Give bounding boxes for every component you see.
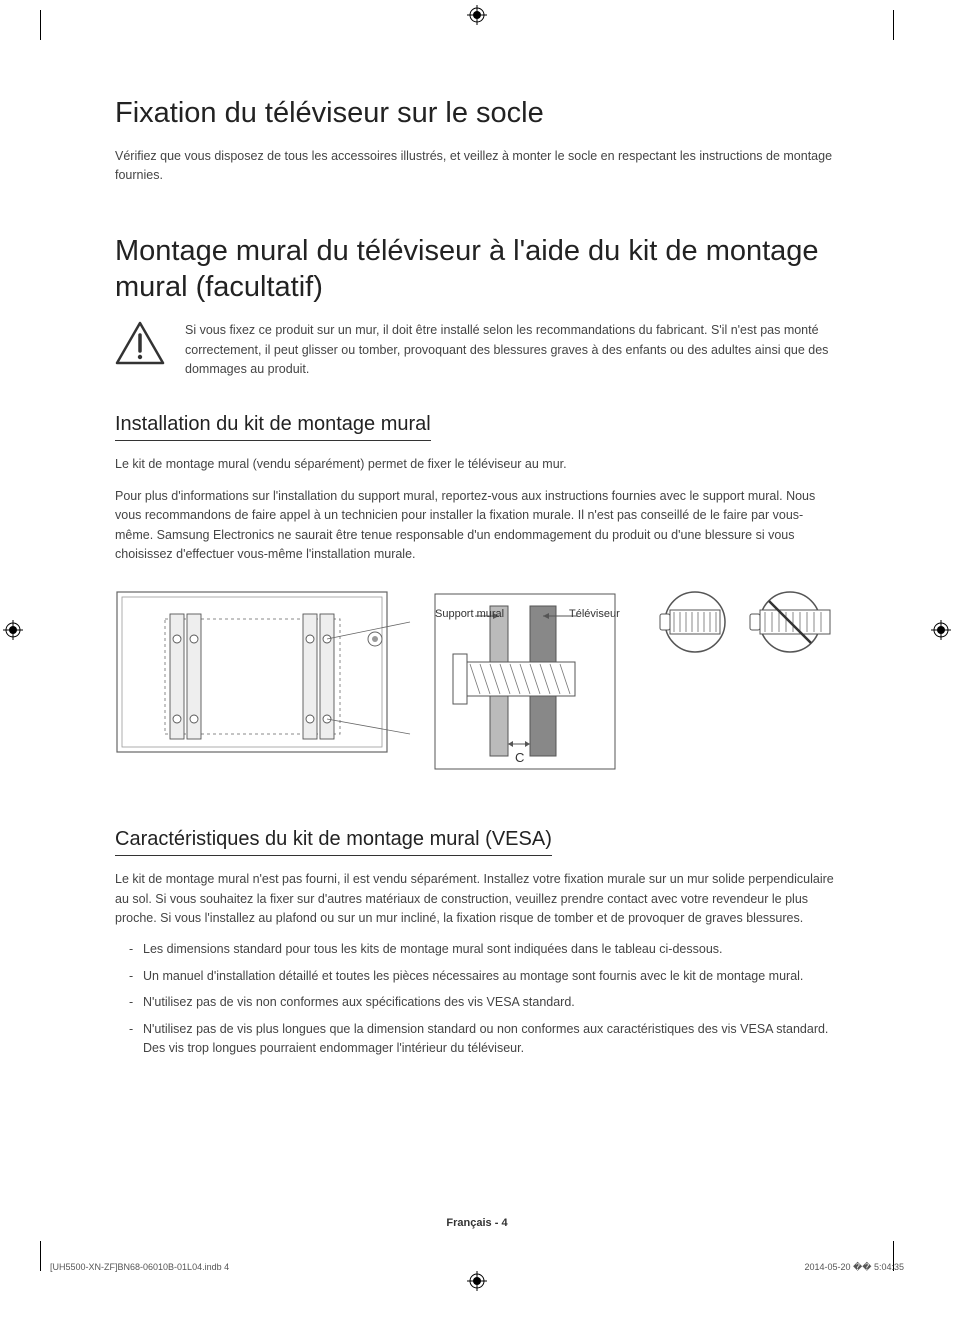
section4-list: Les dimensions standard pour tous les ki… <box>115 940 840 1058</box>
section3-p2: Pour plus d'informations sur l'installat… <box>115 487 840 565</box>
warning-block: Si vous fixez ce produit sur un mur, il … <box>115 321 840 379</box>
list-item: Les dimensions standard pour tous les ki… <box>129 940 840 959</box>
section1-title: Fixation du téléviseur sur le socle <box>115 95 840 131</box>
section3-p1: Le kit de montage mural (vendu séparémen… <box>115 455 840 474</box>
list-item: N'utilisez pas de vis non conformes aux … <box>129 993 840 1012</box>
section3-title: Installation du kit de montage mural <box>115 413 431 441</box>
imprint-right: 2014-05-20 �� 5:04:35 <box>804 1262 904 1273</box>
section4-p1: Le kit de montage mural n'est pas fourni… <box>115 870 840 928</box>
crop-mark <box>40 1241 41 1271</box>
crop-mark <box>893 10 894 40</box>
diagram-label-bracket: Support mural <box>435 608 504 620</box>
section4-title: Caractéristiques du kit de montage mural… <box>115 828 552 856</box>
crop-mark <box>40 10 41 40</box>
installation-diagram: Support mural Téléviseur C <box>115 584 840 784</box>
section2-title: Montage mural du téléviseur à l'aide du … <box>115 233 840 306</box>
list-item: N'utilisez pas de vis plus longues que l… <box>129 1020 840 1059</box>
registration-mark-icon <box>3 620 23 640</box>
registration-mark-icon <box>931 620 951 640</box>
registration-mark-icon <box>467 1271 487 1291</box>
list-item: Un manuel d'installation détaillé et tou… <box>129 967 840 986</box>
warning-icon <box>115 321 165 366</box>
imprint-left: [UH5500-XN-ZF]BN68-06010B-01L04.indb 4 <box>50 1262 229 1273</box>
section1-intro: Vérifiez que vous disposez de tous les a… <box>115 147 840 185</box>
registration-mark-icon <box>467 5 487 25</box>
imprint-line: [UH5500-XN-ZF]BN68-06010B-01L04.indb 4 2… <box>50 1262 904 1273</box>
diagram-label-c: C <box>515 750 524 765</box>
page-footer: Français - 4 <box>0 1217 954 1229</box>
warning-text: Si vous fixez ce produit sur un mur, il … <box>185 321 840 379</box>
diagram-label-tv: Téléviseur <box>569 608 620 620</box>
page-content: Fixation du téléviseur sur le socle Véri… <box>115 95 840 1065</box>
